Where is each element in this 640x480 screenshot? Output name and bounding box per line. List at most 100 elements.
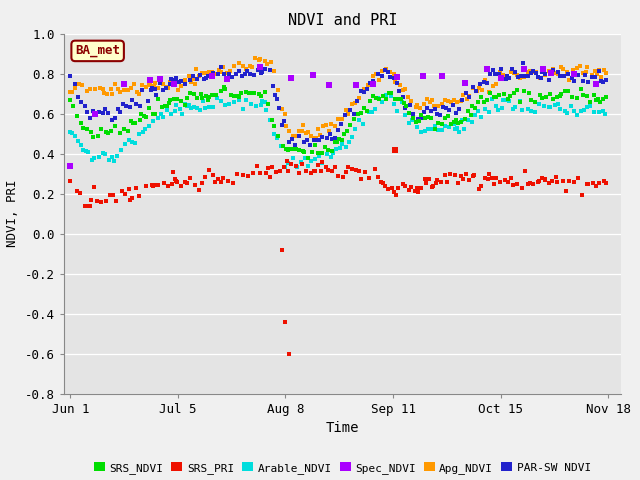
Point	[84, 203, 95, 210]
Point	[530, 108, 540, 116]
Point	[152, 114, 163, 121]
Point	[67, 89, 77, 96]
Point	[386, 92, 396, 100]
Point	[531, 69, 541, 77]
Point	[67, 129, 77, 136]
Point	[281, 145, 291, 153]
Point	[392, 72, 403, 80]
Point	[577, 69, 588, 76]
Point	[143, 82, 154, 89]
Point	[426, 107, 436, 115]
Point	[556, 106, 566, 113]
Point	[166, 180, 177, 188]
Point	[223, 177, 234, 184]
Point	[484, 70, 495, 78]
Point	[494, 91, 504, 98]
Point	[242, 67, 252, 75]
Point	[491, 93, 501, 100]
Point	[172, 178, 182, 186]
Point	[548, 65, 558, 73]
Point	[191, 65, 202, 73]
Point	[568, 70, 579, 78]
Point	[81, 203, 92, 210]
Point	[250, 102, 260, 110]
Point	[265, 116, 275, 123]
Point	[598, 79, 609, 86]
Point	[170, 77, 180, 84]
Point	[324, 127, 334, 135]
Point	[372, 173, 383, 180]
Point	[246, 100, 256, 108]
Point	[100, 197, 111, 204]
Point	[500, 177, 510, 184]
Point	[288, 154, 298, 162]
Point	[509, 69, 519, 77]
Point	[540, 176, 550, 183]
Point	[389, 188, 399, 196]
Point	[281, 122, 291, 130]
Point	[547, 70, 557, 77]
Point	[353, 94, 364, 101]
Point	[577, 191, 588, 198]
Point	[547, 178, 557, 185]
Point	[317, 159, 328, 167]
Point	[406, 97, 417, 105]
Point	[396, 98, 406, 106]
Point	[148, 182, 159, 190]
Point	[350, 99, 360, 107]
Point	[143, 97, 153, 105]
Point	[76, 141, 86, 148]
Point	[477, 86, 488, 94]
Point	[523, 72, 533, 80]
Point	[145, 76, 155, 84]
Point	[368, 77, 378, 85]
Point	[125, 196, 135, 204]
Point	[88, 108, 99, 115]
Point	[453, 180, 463, 187]
Point	[180, 178, 191, 186]
Point	[232, 92, 242, 100]
Point	[200, 104, 211, 111]
Point	[172, 96, 182, 103]
Point	[438, 103, 449, 111]
Point	[218, 174, 228, 182]
Point	[393, 184, 403, 192]
Point	[158, 113, 168, 120]
Point	[282, 157, 292, 165]
Point	[246, 89, 257, 97]
Point	[385, 73, 396, 81]
Point	[139, 112, 149, 120]
Point	[525, 179, 535, 187]
Point	[419, 100, 429, 108]
Point	[218, 63, 228, 71]
Point	[429, 103, 439, 110]
Point	[296, 158, 306, 166]
Point	[431, 179, 441, 187]
Point	[211, 91, 221, 99]
Point	[252, 162, 262, 169]
Point	[254, 63, 264, 71]
Point	[81, 147, 91, 155]
Point	[326, 120, 336, 128]
Point	[163, 182, 173, 190]
Point	[285, 145, 295, 153]
Point	[436, 126, 447, 133]
Point	[543, 67, 554, 75]
Point	[156, 79, 166, 87]
Point	[323, 167, 333, 174]
Point	[490, 70, 500, 78]
Point	[262, 60, 272, 68]
Point	[151, 91, 161, 99]
Point	[509, 89, 519, 97]
Point	[576, 107, 586, 114]
Point	[456, 119, 467, 126]
Point	[134, 192, 144, 200]
Point	[294, 132, 305, 140]
Point	[384, 89, 394, 97]
Point	[288, 145, 298, 153]
Point	[440, 172, 451, 180]
Point	[241, 65, 251, 72]
Point	[593, 67, 604, 74]
Point	[238, 171, 248, 179]
Point	[550, 101, 560, 109]
